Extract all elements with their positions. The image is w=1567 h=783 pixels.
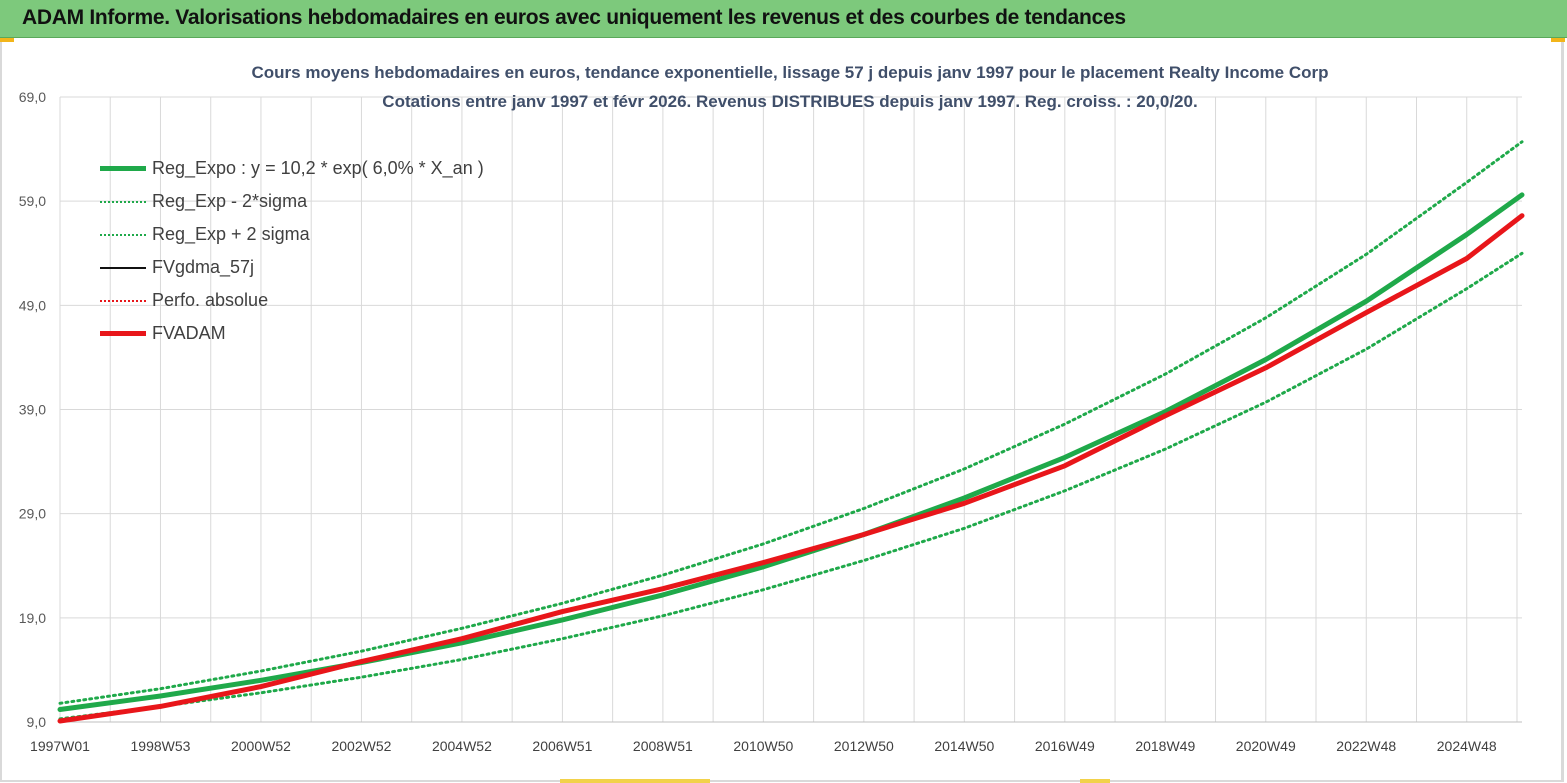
- x-tick-label: 2000W52: [231, 738, 291, 754]
- y-tick-label: 19,0: [19, 610, 46, 626]
- x-tick-label: 2010W50: [733, 738, 793, 754]
- legend-label: Reg_Expo : y = 10,2 * exp( 6,0% * X_an ): [152, 158, 484, 178]
- legend-label: Perfo. absolue: [152, 290, 269, 310]
- series-line-2: [58, 140, 1524, 705]
- x-tick-label: 2002W52: [331, 738, 391, 754]
- y-tick-label: 49,0: [19, 297, 46, 313]
- x-tick-label: 2016W49: [1035, 738, 1095, 754]
- legend-item: Reg_Expo : y = 10,2 * exp( 6,0% * X_an ): [100, 152, 484, 185]
- x-tick-label: 1997W01: [30, 738, 90, 754]
- x-tick-label: 2014W50: [934, 738, 994, 754]
- legend-item: Perfo. absolue: [100, 284, 484, 317]
- legend-swatch: [100, 200, 146, 203]
- legend-swatch: [100, 299, 146, 302]
- legend-label: Reg_Exp - 2*sigma: [152, 191, 308, 211]
- x-tick-label: 1998W53: [131, 738, 191, 754]
- legend-swatch: [100, 266, 146, 269]
- series-line-1: [58, 251, 1524, 721]
- y-tick-label: 9,0: [27, 714, 47, 730]
- x-tick-label: 2024W48: [1437, 738, 1497, 754]
- x-tick-label: 2008W51: [633, 738, 693, 754]
- x-tick-label: 2006W51: [532, 738, 592, 754]
- x-tick-label: 2004W52: [432, 738, 492, 754]
- legend-swatch: [100, 233, 146, 236]
- chart-frame: [0, 42, 1564, 782]
- x-tick-label: 2020W49: [1236, 738, 1296, 754]
- legend-label: FVADAM: [152, 323, 226, 343]
- legend-label: Reg_Exp + 2 sigma: [152, 224, 310, 244]
- banner-accent-left: [0, 38, 14, 42]
- y-tick-label: 39,0: [19, 402, 46, 418]
- page-title: ADAM Informe. Valorisations hebdomadaire…: [22, 6, 1126, 29]
- legend-item: Reg_Exp + 2 sigma: [100, 218, 484, 251]
- chart-title: Cours moyens hebdomadaires en euros, ten…: [251, 63, 1329, 82]
- series-line-5: [57, 213, 1525, 724]
- legend-item: FVADAM: [100, 317, 484, 350]
- bottom-accent: [560, 779, 710, 783]
- x-tick-label: 2022W48: [1336, 738, 1396, 754]
- y-tick-label: 29,0: [19, 506, 46, 522]
- bottom-accent-small: [1080, 779, 1110, 783]
- y-tick-label: 59,0: [19, 193, 46, 209]
- legend-item: FVgdma_57j: [100, 251, 484, 284]
- x-tick-label: 2012W50: [834, 738, 894, 754]
- x-tick-label: 2018W49: [1135, 738, 1195, 754]
- banner-accent-right: [1551, 38, 1565, 42]
- chart-legend: Reg_Expo : y = 10,2 * exp( 6,0% * X_an )…: [100, 152, 484, 350]
- chart-subtitle: Cotations entre janv 1997 et févr 2026. …: [382, 92, 1198, 111]
- y-tick-label: 69,0: [19, 89, 46, 105]
- header-banner: ADAM Informe. Valorisations hebdomadaire…: [0, 0, 1567, 38]
- legend-swatch: [100, 331, 146, 336]
- legend-label: FVgdma_57j: [152, 257, 255, 277]
- legend-item: Reg_Exp - 2*sigma: [100, 185, 484, 218]
- legend-swatch: [100, 166, 146, 171]
